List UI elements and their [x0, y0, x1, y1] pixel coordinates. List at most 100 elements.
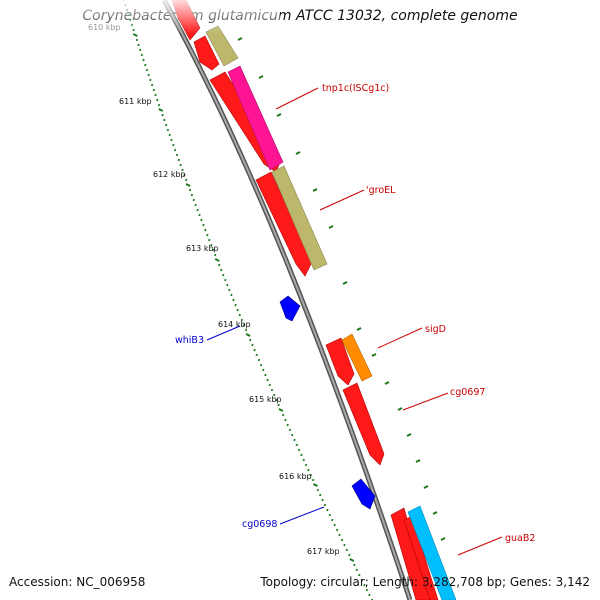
minor-tick	[232, 298, 235, 302]
minor-tick	[240, 318, 244, 322]
minor-tick	[156, 98, 159, 102]
gene-red-5	[342, 382, 385, 466]
minor-tick	[161, 113, 164, 117]
gene-groEL	[271, 165, 328, 271]
minor-tick	[304, 463, 308, 467]
label-whiB3: whiB3	[175, 335, 204, 346]
major-tick	[313, 483, 318, 487]
minor-tick	[309, 473, 313, 477]
leader-groEL	[319, 189, 365, 211]
tick-ring	[122, 0, 374, 600]
minor-tick	[238, 313, 241, 317]
minor-tick	[268, 383, 272, 387]
minor-tick	[333, 523, 336, 527]
minor-tick	[307, 468, 310, 472]
leader-sigD	[377, 327, 423, 349]
tick-labels: 610 kbp 611 kbp 612 kbp 613 kbp 614 kbp …	[88, 23, 340, 556]
minor-tick	[219, 268, 223, 272]
minor-tick	[345, 548, 349, 552]
minor-tick	[228, 288, 231, 292]
minor-tick	[184, 178, 188, 182]
minor-tick	[290, 433, 294, 437]
gene-whiB3	[279, 295, 301, 322]
minor-tick	[288, 428, 292, 432]
leader-cg0697	[402, 392, 449, 411]
minor-tick	[348, 553, 351, 557]
minor-tick	[264, 373, 267, 377]
minor-tick	[172, 143, 175, 147]
tick-label-615: 615 kbp	[249, 395, 282, 404]
minor-tick	[150, 83, 154, 87]
major-tick	[278, 408, 284, 412]
minor-tick	[226, 283, 229, 287]
minor-tick	[275, 398, 278, 402]
major-tick	[349, 558, 355, 562]
minor-tick	[196, 208, 199, 212]
minor-tick	[168, 133, 171, 137]
leader-tnp1c	[275, 87, 319, 110]
minor-tick	[154, 93, 157, 97]
feature-labels: tnp1c(ISCg1c) 'groEL whiB3 sigD cg0697 c…	[175, 83, 535, 556]
minor-tick	[323, 503, 327, 507]
minor-tick	[326, 508, 329, 512]
leader-guaB2	[457, 536, 503, 556]
minor-tick	[145, 68, 149, 72]
minor-tick	[181, 168, 184, 172]
tick-label-614: 614 kbp	[218, 320, 251, 329]
minor-tick	[270, 388, 274, 392]
label-tnp1c: tnp1c(ISCg1c)	[322, 83, 389, 94]
topology-label: Topology: circular; Length: 3,282,708 bp…	[260, 575, 590, 589]
gene-sigD	[341, 333, 373, 382]
minor-tick	[140, 53, 144, 57]
minor-tick	[142, 58, 145, 62]
gene-cg0698	[351, 478, 376, 510]
minor-tick	[166, 128, 170, 132]
minor-tick	[284, 418, 287, 422]
minor-tick	[210, 243, 213, 247]
minor-tick	[144, 63, 147, 67]
minor-tick	[360, 578, 364, 582]
tick-label-617: 617 kbp	[307, 547, 340, 556]
minor-tick	[343, 543, 346, 547]
minor-tick	[188, 188, 192, 192]
minor-tick	[170, 138, 173, 142]
minor-tick	[281, 413, 285, 417]
minor-tick	[368, 593, 371, 597]
minor-tick	[211, 248, 215, 252]
minor-tick	[251, 343, 254, 347]
minor-tick	[249, 338, 252, 342]
minor-tick	[297, 448, 301, 452]
minor-tick	[206, 233, 209, 237]
minor-tick	[177, 158, 181, 162]
minor-tick	[277, 403, 280, 407]
minor-tick	[204, 228, 207, 232]
minor-tick	[266, 378, 269, 382]
minor-tick	[328, 513, 332, 517]
minor-tick	[272, 393, 276, 397]
minor-tick	[147, 73, 150, 77]
minor-tick	[152, 88, 156, 92]
minor-tick	[261, 368, 265, 372]
minor-tick	[157, 103, 161, 107]
tick-label-612: 612 kbp	[153, 170, 186, 179]
tick-label-611: 611 kbp	[119, 97, 152, 106]
minor-tick	[318, 493, 322, 497]
minor-tick	[330, 518, 334, 522]
gene-red-3	[255, 171, 313, 277]
minor-tick	[257, 358, 261, 362]
minor-tick	[175, 153, 179, 157]
minor-tick	[358, 573, 361, 577]
minor-tick	[190, 193, 194, 197]
major-tick	[245, 333, 251, 337]
minor-tick	[213, 253, 217, 257]
minor-tick	[208, 238, 211, 242]
minor-tick	[300, 453, 303, 457]
minor-tick	[163, 118, 166, 122]
minor-tick	[242, 323, 246, 327]
minor-tick	[183, 173, 186, 177]
leader-cg0698	[279, 506, 325, 525]
gene-red-7	[403, 515, 439, 600]
accession-label: Accession: NC_006958	[9, 575, 146, 589]
minor-tick	[295, 443, 299, 447]
